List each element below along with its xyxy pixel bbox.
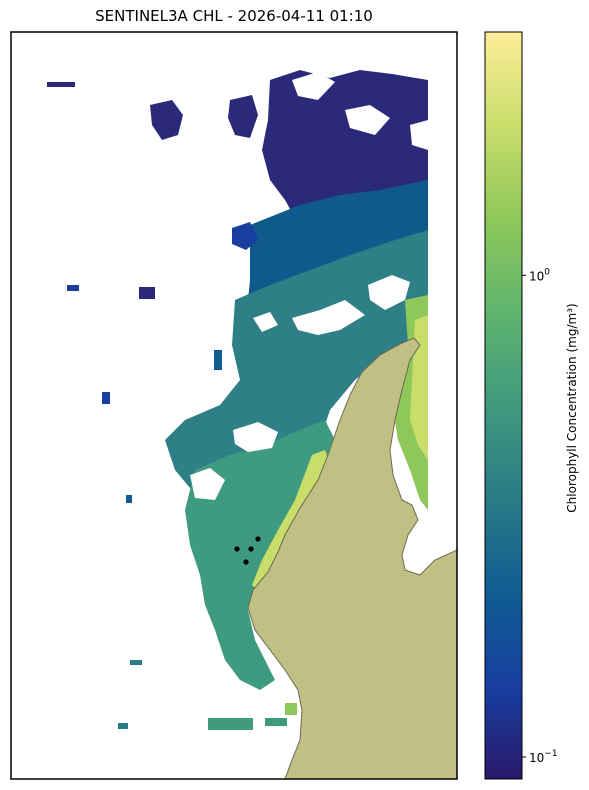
chl-swath-coastal <box>185 420 335 690</box>
colorbar-gradient <box>484 31 523 780</box>
station-3-marker <box>248 546 254 552</box>
pixel-clusters <box>47 82 297 730</box>
colorbar: 100 10−1 <box>484 31 558 780</box>
colorbar-label: Chlorophyll Concentration (mg/m³) <box>565 303 579 513</box>
chl-swath-north <box>262 70 428 225</box>
colorbar-ticks: 100 10−1 <box>522 267 558 765</box>
colorbar-tick-label-0: 100 <box>529 267 550 283</box>
station-2-marker <box>234 546 240 552</box>
colorbar-tick-label-1: 10−1 <box>529 749 558 765</box>
chl-swath-central <box>165 230 428 520</box>
chl-nearshore-strip <box>252 450 330 590</box>
station-4-marker <box>243 559 249 565</box>
station-1-marker <box>255 536 261 542</box>
cloud-gaps <box>190 72 428 500</box>
stations <box>234 536 261 565</box>
map-panel <box>11 32 457 779</box>
land-mass <box>247 337 457 779</box>
map-frame <box>10 31 458 780</box>
map-title: SENTINEL3A CHL - 2026-04-11 01:10 <box>95 7 373 25</box>
